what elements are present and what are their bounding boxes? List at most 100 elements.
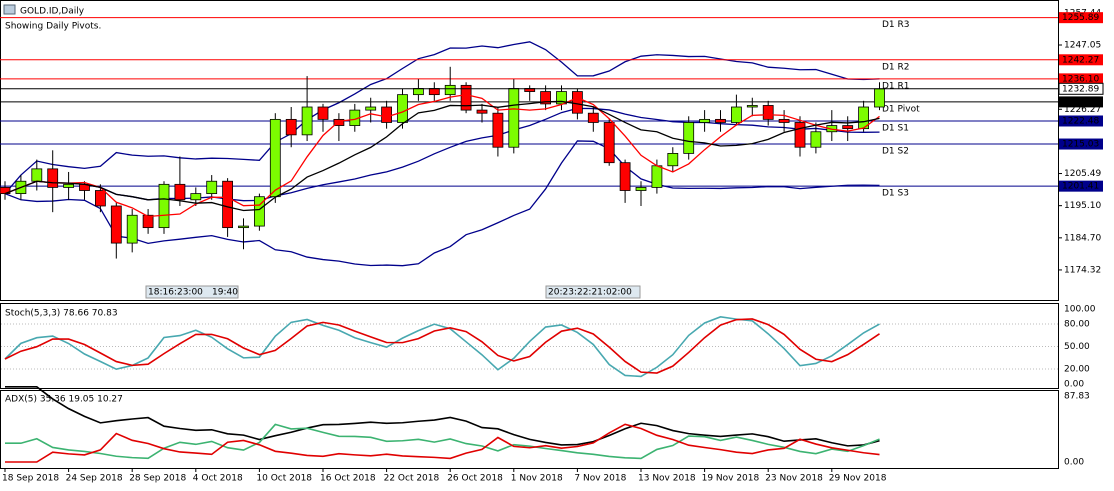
pivot-label: 1215.03 [1062,140,1099,150]
candle-body [412,88,424,96]
y-tick-label: 20.00 [1064,365,1090,375]
candle-body [47,168,59,188]
x-tick-label: 16 Oct 2018 [320,474,376,484]
y-tick-label: 0.00 [1064,380,1084,390]
adx-line [5,386,880,447]
candle-body [572,91,583,114]
pivot-name: D1 S3 [882,189,909,199]
candle-body [158,183,170,229]
pivot-name: D1 R3 [882,20,910,30]
candle-body [874,88,885,108]
pivot-label-box [1059,54,1103,66]
y-tick-label: 87.83 [1064,392,1090,402]
session-box [145,285,239,299]
moving-average-fast [4,93,880,218]
moving-average-slow [4,100,880,212]
candle-body [317,106,329,120]
candle-body [126,214,138,244]
candle-body [333,118,345,126]
price-label: 1232.89 [1062,84,1099,94]
x-tick-label: 10 Oct 2018 [256,474,312,484]
x-tick-label: 13 Nov 2018 [638,474,696,484]
pivot-name: D1 S1 [882,123,909,133]
bollinger-lower [4,140,880,267]
y-tick-label: 50.00 [1064,342,1090,352]
y-tick-label: 80.00 [1064,320,1090,330]
y-tick-label: 1195.10 [1064,201,1101,211]
stoch-panel [0,303,1059,389]
y-tick-label: 1184.70 [1064,233,1101,243]
candle-body [142,214,154,229]
x-tick-label: 4 Oct 2018 [193,474,243,484]
stoch-main [4,316,880,378]
session-label: 20:23:22:21:02:00 [548,288,632,298]
pivot-label-box [1059,180,1103,192]
candle-body [778,118,790,123]
candle-body [731,106,742,123]
pivot-label-box [1059,73,1103,85]
pivot-label: 1236.10 [1062,74,1099,84]
y-tick-label: 0.00 [1064,458,1084,468]
candle-body [428,88,440,96]
adx-title: ADX(5) 35.36 19.05 10.27 [5,395,123,405]
candle-body [651,165,663,188]
candle-body [253,196,265,227]
candle-body [508,88,520,148]
candle-body [444,84,456,96]
candle-body [540,91,551,105]
candle-body [174,183,186,201]
candle-body [842,125,854,130]
candle-body [381,106,393,123]
x-tick-label: 23 Nov 2018 [765,474,823,484]
pivot-name: D1 R1 [882,81,910,91]
pivot-label-box [1059,138,1103,150]
minus-di-line [5,423,880,463]
candle-body [190,193,202,201]
symbol-icon [3,4,16,15]
stoch-signal [4,318,880,374]
candle-body [619,162,631,191]
x-tick-label: 19 Nov 2018 [702,474,760,484]
pivot-name: D1 S2 [882,147,909,157]
pivot-label-box [1059,96,1103,108]
candle-body [683,122,695,154]
candle-body [460,84,472,111]
candle-body [635,187,647,191]
pivot-name: D1 R2 [882,62,910,72]
candle-body [699,118,710,123]
y-tick-label: 1226.27 [1064,105,1101,115]
adx-panel [0,390,1059,469]
y-tick-label: 100.00 [1064,305,1096,315]
candle-body [238,225,249,229]
candle-body [269,118,281,198]
candle-body [365,106,377,111]
candle-body [476,109,488,114]
stoch-title: Stoch(5,3,3) 78.66 70.83 [5,309,118,319]
candle-body [31,168,43,182]
candle-body [746,105,758,108]
chart-title: GOLD.ID,Daily [20,7,85,17]
pivot-name: D1 Pivot [882,104,920,114]
price-box [1058,82,1104,95]
candle-body [301,106,313,136]
candle-body [110,205,122,244]
x-tick-label: 18 Sep 2018 [2,474,59,484]
candle-body [715,118,726,123]
y-tick-label: 1174.32 [1064,265,1101,275]
pivot-label: 1201.41 [1062,182,1099,192]
candle-body [206,180,218,195]
candle-body [95,190,106,207]
x-tick-label: 7 Nov 2018 [574,474,626,484]
y-tick-label: 1247.05 [1064,41,1101,51]
x-tick-label: 24 Sep 2018 [66,474,123,484]
pivot-label: 1255.89 [1062,13,1099,23]
x-tick-label: 1 Nov 2018 [511,474,563,484]
x-tick-label: 26 Oct 2018 [447,474,503,484]
subtitle: Showing Daily Pivots. [5,22,101,32]
x-tick-label: 29 Nov 2018 [829,474,887,484]
candle-body [222,180,234,229]
x-tick-label: 28 Sep 2018 [129,474,186,484]
pivot-label: 1242.27 [1062,55,1099,65]
